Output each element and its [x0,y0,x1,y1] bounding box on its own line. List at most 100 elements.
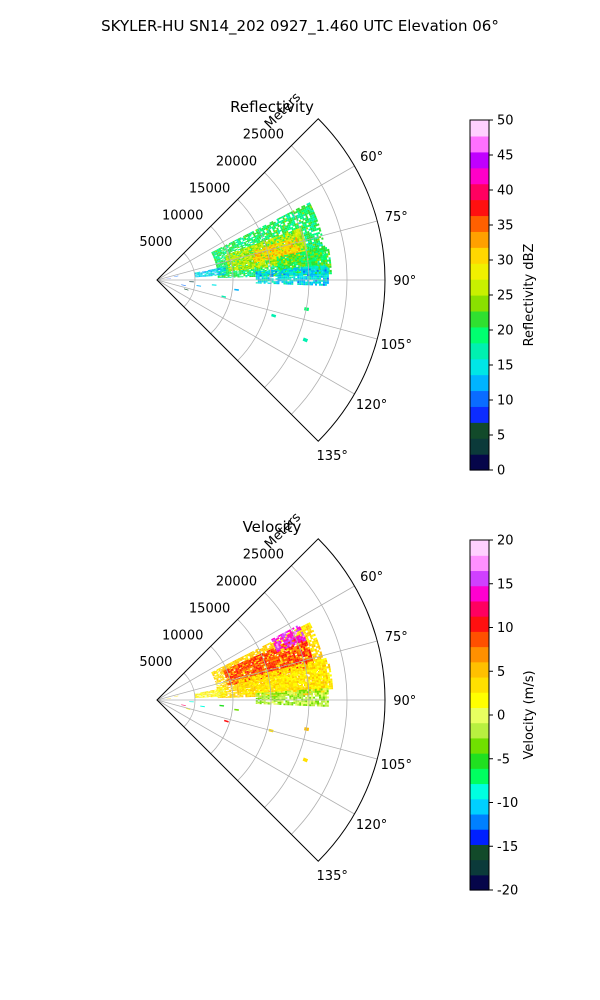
echo-spot [302,757,309,763]
colorbar-segment [470,135,489,153]
echo-spot [184,288,189,291]
reflectivity-colorbar: 0 5 10 15 20 25 30 35 40 45 50 Reflectivity dBZ [469,114,537,479]
azimuth-line [156,699,355,815]
colorbar-segment [470,540,489,556]
colorbar-segment [470,374,489,392]
colorbar-segment [470,183,489,201]
velocity-plot: 60° 75° 90° 105° 120° 135° 5000 10000 15000 20000… [139,510,416,884]
echo-spot [234,288,239,291]
colorbar-segment [470,844,489,861]
colorbar-tick-label: 30 [497,254,514,269]
colorbar-segment [470,390,489,407]
azimuth-line [156,640,378,701]
azimuth-tick-label: 75° [385,630,408,645]
colorbar-segment [470,707,489,724]
colorbar-segment [470,167,489,185]
azimuth-tick-label: 120° [356,398,387,413]
colorbar-segment [470,676,489,693]
colorbar-tick-label: 35 [497,219,514,234]
range-tick-label: 5000 [139,235,172,250]
colorbar-tick-label: 20 [497,534,514,549]
azimuth-line [156,279,355,395]
azimuth-line [156,165,355,281]
range-tick-label: 5000 [139,655,172,670]
reflectivity-plot: 60° 75° 90° 105° 120° 135° 5000 10000 15000 20000… [139,90,416,464]
colorbar-segment [470,768,489,785]
echo-spot [234,708,239,711]
colorbar-segment [470,151,489,169]
echo-region [238,657,334,695]
echo-spot [173,275,179,277]
range-tick-label: 15000 [189,181,230,196]
colorbar-segment [470,722,489,739]
colorbar-tick-label: 10 [497,394,514,409]
echo-spot [181,284,186,286]
range-tick-label: 20000 [216,155,257,170]
colorbar-segment [470,555,489,572]
colorbar-segment [470,247,489,264]
echo-spot [166,698,171,700]
colorbar-segment [470,326,489,344]
colorbar-tick-label: 5 [497,665,505,680]
colorbar-segment [470,570,489,587]
colorbar-segment [470,600,489,617]
echo-field [166,622,334,763]
azimuth-tick-label: 75° [385,210,408,225]
colorbar-segment [470,215,489,232]
colorbar-segment [470,263,489,280]
echo-region [255,265,329,286]
azimuth-line [156,585,355,701]
wedge-border [156,538,386,862]
range-tick-label: 25000 [243,128,284,143]
azimuth-tick-label: 60° [360,570,383,585]
azimuth-tick-label: 135° [317,449,348,464]
colorbar-tick-label: -5 [497,752,510,767]
colorbar-segment [470,585,489,602]
azimuth-tick-label: 90° [393,694,416,709]
azimuth-line [156,279,378,340]
echo-region [194,687,227,698]
reflectivity-title: Reflectivity [230,98,314,116]
colorbar-segment [470,874,489,891]
echo-spot [224,719,229,723]
echo-spot [219,704,225,707]
colorbar-segment [470,310,489,328]
colorbar-tick-label: 5 [497,429,505,444]
velocity-colorbar: -20 -15 -10 -5 0 5 10 15 20 Velocity (m/s) [469,534,537,899]
velocity-title: Velocity [243,518,302,536]
colorbar-tick-label: 10 [497,621,514,636]
colorbar-tick-label: 0 [497,709,505,724]
colorbar-segment [470,661,489,678]
colorbar-tick-label: 45 [497,149,514,164]
azimuth-tick-label: 120° [356,818,387,833]
colorbar-segment [470,199,489,217]
echo-spot [189,281,194,283]
colorbar-segment [470,358,489,376]
colorbar-segment [470,279,489,296]
colorbar-segment [470,295,489,312]
colorbar-tick-label: 20 [497,324,514,339]
colorbar-tick-label: 0 [497,464,505,479]
colorbar-segment [470,813,489,830]
range-tick-label: 10000 [162,208,203,223]
colorbar-segment [470,692,489,708]
colorbar-segment [470,798,489,815]
echo-spot [181,704,186,706]
colorbar-segment [470,406,489,423]
colorbar-tick-label: -15 [497,840,518,855]
colorbar-segment [470,631,489,648]
figure-title: SKYLER-HU SN14_202 0927_1.460 UTC Elevat… [101,17,499,36]
wedge-border [156,118,386,442]
azimuth-tick-label: 60° [360,150,383,165]
echo-spot [271,313,277,318]
colorbar-segment [470,829,489,845]
colorbar-tick-label: 15 [497,577,514,592]
colorbar-tick-label: -20 [497,884,518,899]
range-tick-label: 25000 [243,548,284,563]
azimuth-line [156,220,378,281]
azimuth-tick-label: 105° [381,338,412,353]
colorbar-segment [470,342,489,360]
echo-spot [211,284,217,286]
colorbar-label: Reflectivity dBZ [522,244,537,347]
